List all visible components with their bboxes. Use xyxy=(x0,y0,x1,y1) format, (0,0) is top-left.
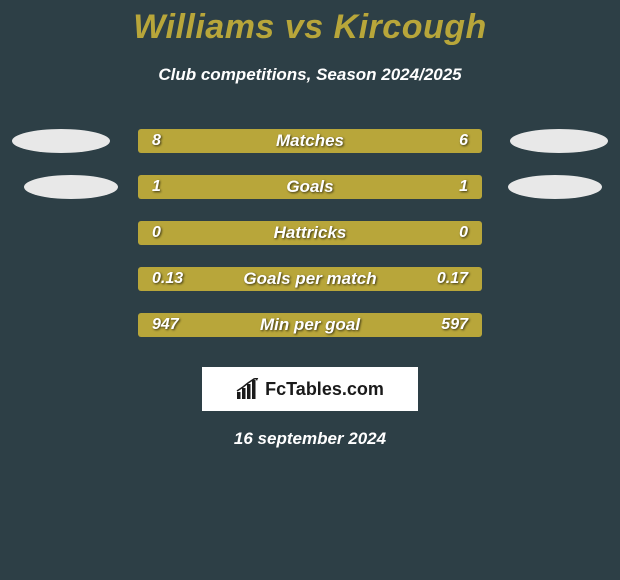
stats-area: 8 Matches 6 1 Goals 1 0 Hattricks 0 xyxy=(0,129,620,359)
stat-label: Matches xyxy=(276,131,344,151)
date-text: 16 september 2024 xyxy=(0,429,620,449)
subtitle: Club competitions, Season 2024/2025 xyxy=(0,65,620,85)
page-title: Williams vs Kircough xyxy=(0,8,620,47)
stat-row: 0.13 Goals per match 0.17 xyxy=(0,267,620,313)
stat-bar: 0 Hattricks 0 xyxy=(138,221,482,245)
chart-icon xyxy=(236,378,260,400)
logo-content: FcTables.com xyxy=(236,378,384,400)
stat-row: 1 Goals 1 xyxy=(0,175,620,221)
logo-text: FcTables.com xyxy=(265,379,384,400)
ellipse-left-icon xyxy=(12,129,110,153)
stat-right-value: 0 xyxy=(459,224,468,242)
stat-label: Goals xyxy=(286,177,333,197)
stat-bar: 947 Min per goal 597 xyxy=(138,313,482,337)
stat-right-value: 1 xyxy=(459,178,468,196)
stat-left-value: 8 xyxy=(152,132,161,150)
stat-right-value: 597 xyxy=(441,316,468,334)
stat-label: Goals per match xyxy=(243,269,376,289)
ellipse-left-icon xyxy=(24,175,118,199)
stat-left-value: 0 xyxy=(152,224,161,242)
stat-right-value: 6 xyxy=(459,132,468,150)
stat-left-value: 1 xyxy=(152,178,161,196)
stat-row: 0 Hattricks 0 xyxy=(0,221,620,267)
logo-box: FcTables.com xyxy=(202,367,418,411)
ellipse-right-icon xyxy=(510,129,608,153)
stat-left-value: 0.13 xyxy=(152,270,183,288)
stat-left-value: 947 xyxy=(152,316,179,334)
stat-bar: 1 Goals 1 xyxy=(138,175,482,199)
stat-label: Min per goal xyxy=(260,315,360,335)
stat-right-value: 0.17 xyxy=(437,270,468,288)
stat-bar: 8 Matches 6 xyxy=(138,129,482,153)
ellipse-right-icon xyxy=(508,175,602,199)
stat-label: Hattricks xyxy=(274,223,347,243)
stat-bar: 0.13 Goals per match 0.17 xyxy=(138,267,482,291)
stat-row: 947 Min per goal 597 xyxy=(0,313,620,359)
main-container: Williams vs Kircough Club competitions, … xyxy=(0,0,620,449)
stat-row: 8 Matches 6 xyxy=(0,129,620,175)
